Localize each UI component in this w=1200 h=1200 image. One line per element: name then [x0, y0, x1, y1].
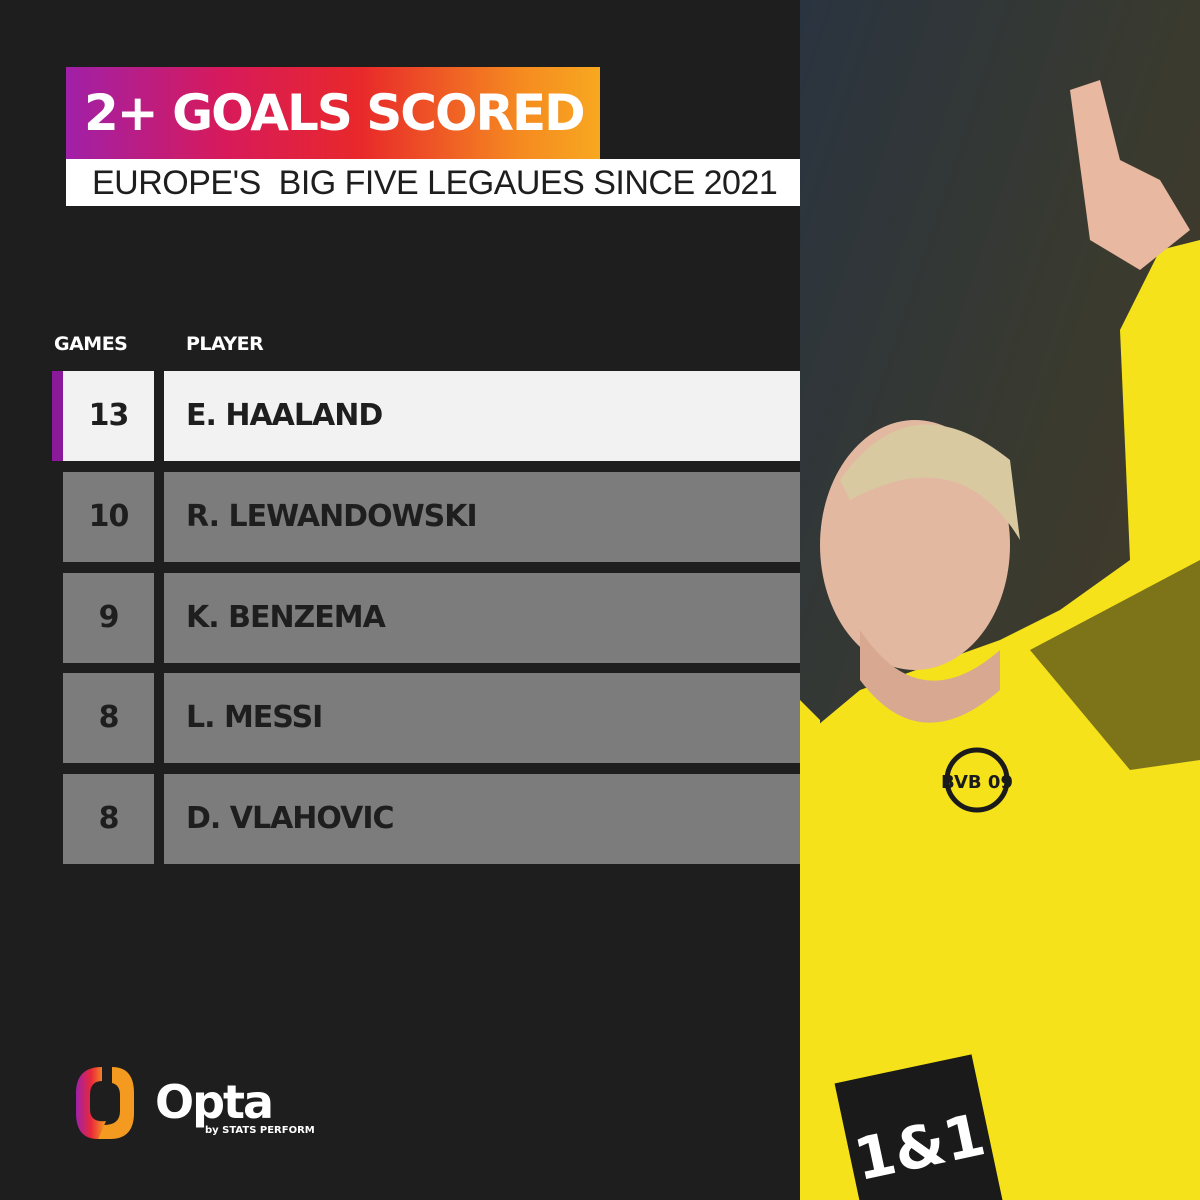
column-header-player: PLAYER [186, 333, 264, 355]
title-banner: 2+ GOALS SCORED [66, 67, 600, 159]
opta-logo-icon [76, 1067, 134, 1139]
table-row: 8 L. MESSI [63, 673, 800, 763]
player-photo: BVB 09 1&1 [800, 0, 1200, 1200]
player-cell: D. VLAHOVIC [164, 774, 800, 864]
highlight-accent [52, 371, 63, 461]
games-cell: 8 [63, 673, 154, 763]
games-cell: 10 [63, 472, 154, 562]
player-cell: L. MESSI [164, 673, 800, 763]
bvb-crest-icon [944, 747, 1010, 813]
crest-text: BVB 09 [941, 772, 1013, 793]
player-cell: E. HAALAND [164, 371, 800, 461]
sponsor-patch [834, 1054, 1003, 1200]
subtitle-banner: EUROPE'S BIG FIVE LEGAUES SINCE 2021 [66, 159, 814, 206]
jersey-shape [800, 240, 1200, 1200]
games-cell: 9 [63, 573, 154, 663]
table-row: 10 R. LEWANDOWSKI [63, 472, 800, 562]
table-row: 13 E. HAALAND [52, 371, 800, 461]
games-cell: 8 [63, 774, 154, 864]
table-row: 9 K. BENZEMA [63, 573, 800, 663]
table-row: 8 D. VLAHOVIC [63, 774, 800, 864]
player-hair [840, 424, 1020, 540]
column-header-games: GAMES [54, 333, 128, 355]
games-cell: 13 [63, 371, 154, 461]
player-cell: R. LEWANDOWSKI [164, 472, 800, 562]
player-cell: K. BENZEMA [164, 573, 800, 663]
opta-wordmark: Opta [155, 1075, 274, 1129]
raised-hand [1070, 80, 1190, 270]
opta-tagline: by STATS PERFORM [205, 1125, 315, 1136]
